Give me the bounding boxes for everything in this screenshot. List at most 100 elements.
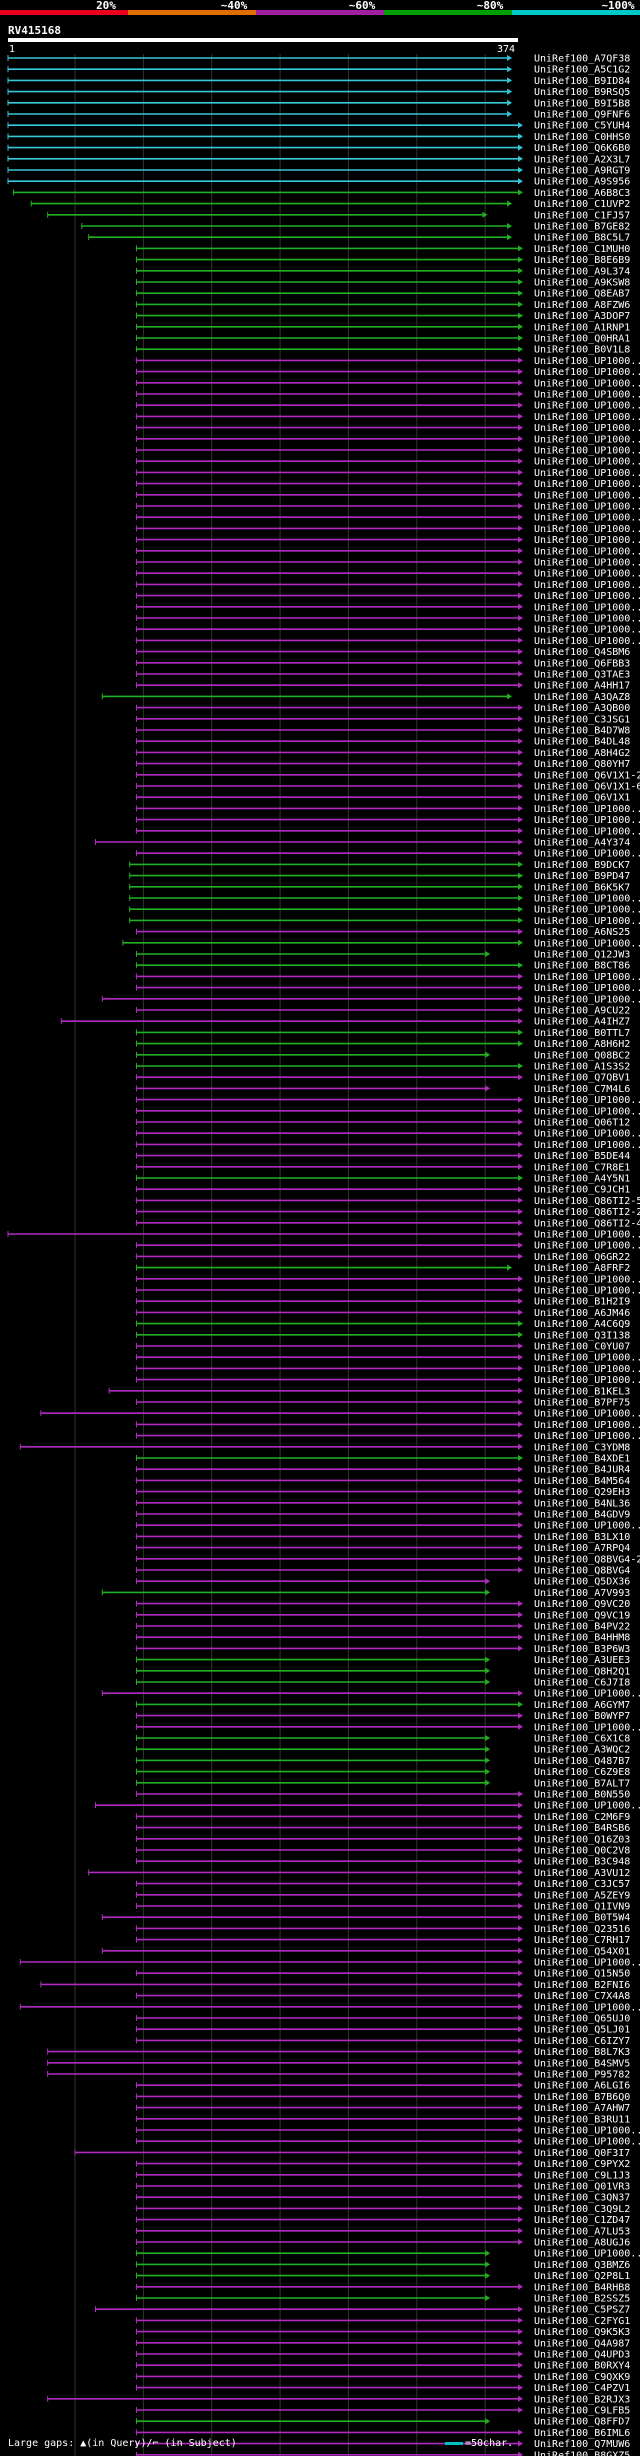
hit-label[interactable]: UniRef100_UP1000... [534, 558, 640, 569]
hit-label[interactable]: UniRef100_C3JC57 [534, 1879, 630, 1890]
hit-label[interactable]: UniRef100_UP1000... [534, 479, 640, 490]
hit-label[interactable]: UniRef100_A1S3S2 [534, 1062, 630, 1073]
hit-label[interactable]: UniRef100_B4NL36 [534, 1498, 630, 1509]
hit-label[interactable]: UniRef100_UP1000... [534, 390, 640, 401]
hit-label[interactable]: UniRef100_Q6GR22 [534, 1252, 630, 1263]
hit-label[interactable]: UniRef100_A4IHZ7 [534, 1017, 630, 1028]
hit-label[interactable]: UniRef100_C5YUH4 [534, 121, 630, 132]
hit-label[interactable]: UniRef100_UP1000... [534, 826, 640, 837]
hit-label[interactable]: UniRef100_A4Y5N1 [534, 1174, 630, 1185]
hit-label[interactable]: UniRef100_Q6V1X1-6 [534, 782, 640, 793]
hit-label[interactable]: UniRef100_UP1000... [534, 502, 640, 513]
hit-label[interactable]: UniRef100_UP1000... [534, 614, 640, 625]
hit-label[interactable]: UniRef100_C7M4L6 [534, 1084, 630, 1095]
hit-label[interactable]: UniRef100_B9RSQ5 [534, 87, 630, 98]
hit-label[interactable]: UniRef100_Q06T12 [534, 1118, 630, 1129]
hit-label[interactable]: UniRef100_UP1000... [534, 1689, 640, 1700]
hit-label[interactable]: UniRef100_Q3I138 [534, 1330, 630, 1341]
hit-label[interactable]: UniRef100_B8GXZ5 [534, 2450, 630, 2456]
hit-label[interactable]: UniRef100_Q86TI2-2 [534, 1207, 640, 1218]
hit-label[interactable]: UniRef100_Q16Z03 [534, 1834, 630, 1845]
hit-label[interactable]: UniRef100_A2X3L7 [534, 154, 630, 165]
hit-label[interactable]: UniRef100_UP1000... [534, 602, 640, 613]
hit-label[interactable]: UniRef100_B4DL48 [534, 737, 630, 748]
hit-label[interactable]: UniRef100_Q8BVG4-2 [534, 1554, 640, 1565]
hit-label[interactable]: UniRef100_Q7MUW6 [534, 2439, 630, 2450]
hit-label[interactable]: UniRef100_UP1000... [534, 1958, 640, 1969]
hit-label[interactable]: UniRef100_A5ZEY9 [534, 1890, 630, 1901]
hit-label[interactable]: UniRef100_B7GE82 [534, 222, 630, 233]
hit-label[interactable]: UniRef100_UP1000... [534, 412, 640, 423]
hit-label[interactable]: UniRef100_B6IML6 [534, 2428, 630, 2439]
hit-label[interactable]: UniRef100_UP1000... [534, 513, 640, 524]
hit-label[interactable]: UniRef100_B5DE44 [534, 1151, 630, 1162]
hit-label[interactable]: UniRef100_Q4A987 [534, 2338, 630, 2349]
hit-label[interactable]: UniRef100_C9JCH1 [534, 1185, 630, 1196]
hit-label[interactable]: UniRef100_C1FJ57 [534, 210, 630, 221]
hit-label[interactable]: UniRef100_C6Z9E8 [534, 1767, 630, 1778]
hit-label[interactable]: UniRef100_UP1000... [534, 457, 640, 468]
hit-label[interactable]: UniRef100_UP1000... [534, 468, 640, 479]
hit-label[interactable]: UniRef100_Q1IVN9 [534, 1902, 630, 1913]
hit-label[interactable]: UniRef100_C6IZY7 [534, 2036, 630, 2047]
hit-label[interactable]: UniRef100_B8E6B9 [534, 255, 630, 266]
hit-label[interactable]: UniRef100_C1ZD47 [534, 2215, 630, 2226]
hit-label[interactable]: UniRef100_Q54X01 [534, 1946, 630, 1957]
hit-label[interactable]: UniRef100_A9KSW8 [534, 278, 630, 289]
hit-label[interactable]: UniRef100_Q29EH3 [534, 1487, 630, 1498]
hit-label[interactable]: UniRef100_UP1000... [534, 367, 640, 378]
hit-label[interactable]: UniRef100_Q86TI2-5 [534, 1196, 640, 1207]
hit-label[interactable]: UniRef100_B0TTL7 [534, 1028, 630, 1039]
hit-label[interactable]: UniRef100_B6K5K7 [534, 882, 630, 893]
hit-label[interactable]: UniRef100_A9CU22 [534, 1006, 630, 1017]
hit-label[interactable]: UniRef100_Q8H2Q1 [534, 1666, 630, 1677]
hit-label[interactable]: UniRef100_C3JSG1 [534, 714, 630, 725]
hit-label[interactable]: UniRef100_UP1000... [534, 916, 640, 927]
hit-label[interactable]: UniRef100_B9I5B8 [534, 98, 630, 109]
hit-label[interactable]: UniRef100_A8FZW6 [534, 300, 630, 311]
hit-label[interactable]: UniRef100_B1KEL3 [534, 1386, 630, 1397]
hit-label[interactable]: UniRef100_UP1000... [534, 625, 640, 636]
hit-label[interactable]: UniRef100_B4GDV9 [534, 1510, 630, 1521]
hit-label[interactable]: UniRef100_UP1000... [534, 356, 640, 367]
hit-label[interactable]: UniRef100_A7V993 [534, 1588, 630, 1599]
hit-label[interactable]: UniRef100_B0N550 [534, 1790, 630, 1801]
hit-label[interactable]: UniRef100_UP1000... [534, 1364, 640, 1375]
hit-label[interactable]: UniRef100_B7B6Q0 [534, 2092, 630, 2103]
hit-label[interactable]: UniRef100_B4D7W8 [534, 726, 630, 737]
hit-label[interactable]: UniRef100_UP1000... [534, 2002, 640, 2013]
hit-label[interactable]: UniRef100_UP1000... [534, 972, 640, 983]
hit-label[interactable]: UniRef100_A8H4G2 [534, 748, 630, 759]
hit-label[interactable]: UniRef100_C1UVP2 [534, 199, 630, 210]
hit-label[interactable]: UniRef100_UP1000... [534, 1431, 640, 1442]
hit-label[interactable]: UniRef100_A8FRF2 [534, 1263, 630, 1274]
hit-label[interactable]: UniRef100_A3VU12 [534, 1868, 630, 1879]
hit-label[interactable]: UniRef100_C0HHS0 [534, 132, 630, 143]
hit-label[interactable]: UniRef100_B4PV22 [534, 1622, 630, 1633]
hit-label[interactable]: UniRef100_Q6V1X1-2 [534, 770, 640, 781]
hit-label[interactable]: UniRef100_B4XDE1 [534, 1454, 630, 1465]
hit-label[interactable]: UniRef100_A3WQC2 [534, 1745, 630, 1756]
hit-label[interactable]: UniRef100_A3DOP7 [534, 311, 630, 322]
hit-label[interactable]: UniRef100_UP1000... [534, 490, 640, 501]
hit-label[interactable]: UniRef100_UP1000... [534, 1521, 640, 1532]
hit-label[interactable]: UniRef100_C4PZV1 [534, 2383, 630, 2394]
hit-label[interactable]: UniRef100_Q7QBV1 [534, 1073, 630, 1084]
hit-label[interactable]: UniRef100_B8C5L7 [534, 233, 630, 244]
hit-label[interactable]: UniRef100_C3YDM8 [534, 1442, 630, 1453]
hit-label[interactable]: UniRef100_A6JM46 [534, 1308, 630, 1319]
hit-label[interactable]: UniRef100_C7RH17 [534, 1935, 630, 1946]
hit-label[interactable]: UniRef100_UP1000... [534, 983, 640, 994]
hit-label[interactable]: UniRef100_A6LGI6 [534, 2081, 630, 2092]
hit-label[interactable]: UniRef100_B9ID84 [534, 76, 630, 87]
hit-label[interactable]: UniRef100_UP1000... [534, 1129, 640, 1140]
hit-label[interactable]: UniRef100_B0WYP7 [534, 1711, 630, 1722]
hit-label[interactable]: UniRef100_B2SSZ5 [534, 2294, 630, 2305]
hit-label[interactable]: UniRef100_B0RXY4 [534, 2361, 630, 2372]
hit-label[interactable]: UniRef100_UP1000... [534, 591, 640, 602]
hit-label[interactable]: UniRef100_B3LX10 [534, 1532, 630, 1543]
hit-label[interactable]: UniRef100_UP1000... [534, 2126, 640, 2137]
hit-label[interactable]: UniRef100_B9PD47 [534, 871, 630, 882]
hit-label[interactable]: UniRef100_A1RNP1 [534, 322, 630, 333]
hit-label[interactable]: UniRef100_A9S956 [534, 177, 630, 188]
